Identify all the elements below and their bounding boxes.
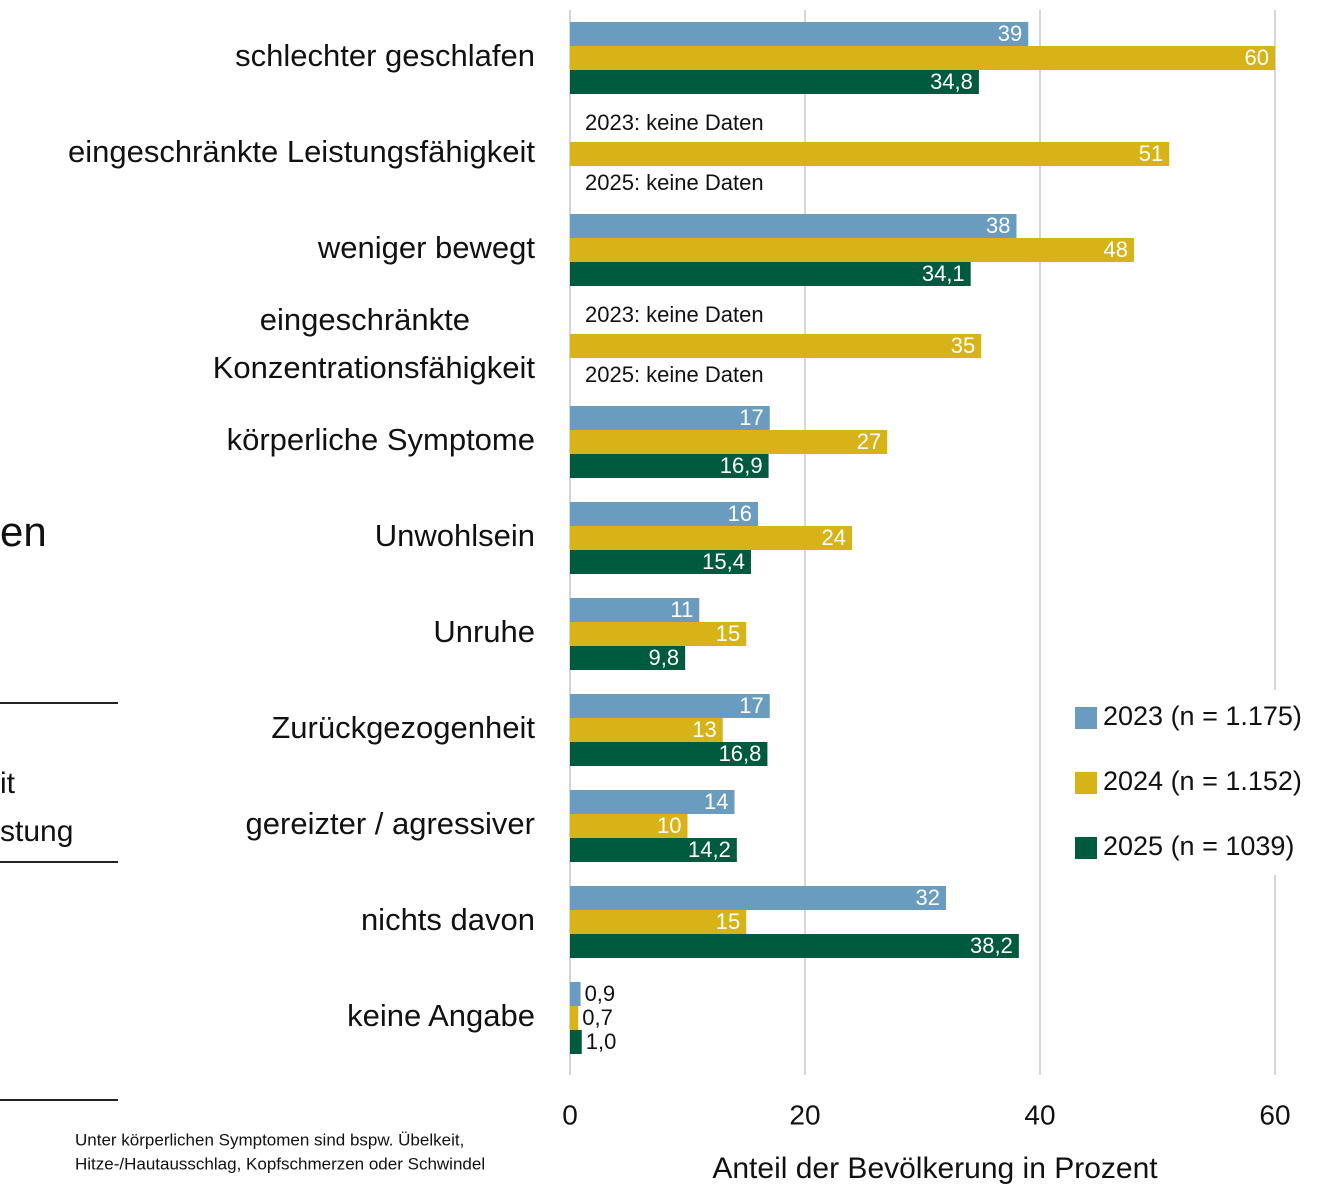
left-fragment: it [0, 767, 16, 800]
data-label: 35 [951, 333, 975, 358]
bar [570, 886, 946, 910]
data-label: 38,2 [970, 933, 1013, 958]
data-label: 9,8 [649, 645, 680, 670]
x-tick-label: 0 [562, 1099, 578, 1130]
legend-background [1062, 690, 1337, 875]
data-label: 10 [657, 813, 681, 838]
annotation: 2025: keine Daten [585, 170, 764, 195]
data-label: 16,9 [720, 453, 763, 478]
bar [570, 646, 686, 670]
data-label: 27 [857, 429, 881, 454]
data-label: 0,7 [582, 1005, 613, 1030]
bar [570, 46, 1275, 70]
bar [570, 142, 1170, 166]
data-label: 17 [739, 693, 763, 718]
bar [570, 526, 852, 550]
data-label: 17 [739, 405, 763, 430]
bar [570, 430, 888, 454]
bar [570, 1006, 579, 1030]
data-label: 34,8 [930, 69, 973, 94]
x-tick-label: 20 [789, 1099, 820, 1130]
data-label: 34,1 [922, 261, 965, 286]
bar [570, 22, 1029, 46]
data-label: 51 [1139, 141, 1163, 166]
bar [570, 262, 971, 286]
data-label: 15,4 [702, 549, 745, 574]
category-label: schlechter geschlafen [235, 38, 535, 73]
data-label: 15 [716, 621, 740, 646]
footnote: Hitze-/Hautausschlag, Kopfschmerzen oder… [75, 1154, 485, 1173]
legend-label: 2025 (n = 1039) [1103, 831, 1294, 861]
category-label: Unruhe [433, 614, 535, 649]
annotation: 2025: keine Daten [585, 362, 764, 387]
x-tick-label: 60 [1259, 1099, 1290, 1130]
annotation: 2023: keine Daten [585, 110, 764, 135]
data-label: 60 [1245, 45, 1269, 70]
category-label: weniger bewegt [317, 230, 536, 265]
data-label: 15 [716, 909, 740, 934]
category-label: nichts davon [361, 902, 535, 937]
left-fragment: stung [0, 815, 73, 848]
category-label: Zurückgezogenheit [271, 710, 535, 745]
left-fragment: en [0, 508, 47, 555]
category-label: körperliche Symptome [227, 422, 535, 457]
bar [570, 694, 770, 718]
bar [570, 982, 581, 1006]
legend-label: 2024 (n = 1.152) [1103, 766, 1302, 796]
data-label: 16 [728, 501, 752, 526]
category-label: keine Angabe [347, 998, 535, 1033]
bar [570, 502, 758, 526]
data-label: 38 [986, 213, 1010, 238]
data-label: 39 [998, 21, 1022, 46]
data-label: 48 [1104, 237, 1128, 262]
legend-label: 2023 (n = 1.175) [1103, 701, 1302, 731]
bar [570, 718, 723, 742]
bar [570, 238, 1134, 262]
x-tick-label: 40 [1024, 1099, 1055, 1130]
bar [570, 214, 1017, 238]
data-label: 0,9 [585, 981, 616, 1006]
bar [570, 838, 737, 862]
data-label: 11 [670, 597, 693, 622]
bar [570, 742, 768, 766]
legend-swatch [1075, 772, 1097, 794]
data-label: 14 [704, 789, 728, 814]
bar [570, 334, 982, 358]
category-label: Unwohlsein [375, 518, 535, 553]
category-label: gereizter / agressiver [246, 806, 535, 841]
bar [570, 598, 700, 622]
data-label: 24 [822, 525, 846, 550]
bar [570, 814, 688, 838]
category-label: eingeschränkte Konzentrationsfähigkeit [213, 302, 536, 385]
bar [570, 454, 769, 478]
bar [570, 70, 979, 94]
bar [570, 934, 1019, 958]
x-axis-label: Anteil der Bevölkerung in Prozent [712, 1152, 1158, 1185]
bar [570, 622, 747, 646]
bar [570, 550, 751, 574]
legend-swatch [1075, 837, 1097, 859]
bar [570, 406, 770, 430]
data-label: 14,2 [688, 837, 731, 862]
data-label: 32 [916, 885, 940, 910]
data-label: 16,8 [719, 741, 762, 766]
bar [570, 910, 747, 934]
category-label: eingeschränkte Leistungsfähigkeit [68, 134, 535, 169]
bar [570, 1030, 582, 1054]
data-label: 13 [692, 717, 716, 742]
footnote: Unter körperlichen Symptomen sind bspw. … [75, 1130, 464, 1149]
bar [570, 790, 735, 814]
data-label: 1,0 [586, 1029, 617, 1054]
annotation: 2023: keine Daten [585, 302, 764, 327]
legend-swatch [1075, 707, 1097, 729]
